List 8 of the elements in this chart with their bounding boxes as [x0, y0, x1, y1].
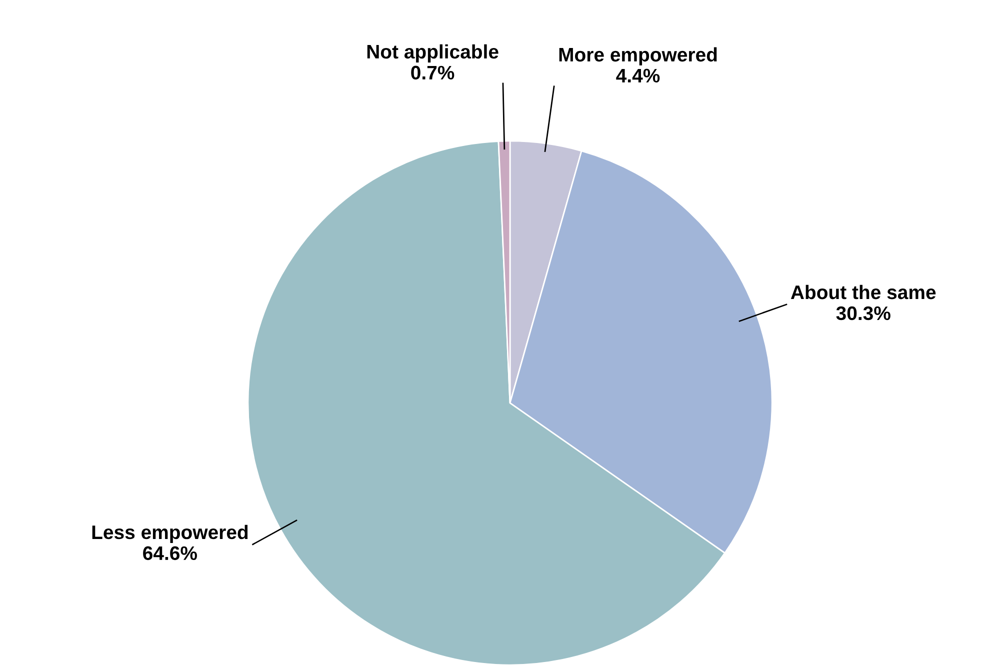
slice-label: About the same — [790, 284, 936, 300]
slice-label: More empowered — [559, 47, 717, 66]
data-label: 4.4% — [616, 68, 660, 82]
data-label: 0.7% — [411, 66, 454, 80]
data-label: 64.6% — [143, 546, 197, 560]
data-label: 30.3% — [836, 306, 890, 320]
slice-label: Not applicable — [367, 44, 498, 62]
slice-label: Less empowered — [92, 524, 248, 543]
